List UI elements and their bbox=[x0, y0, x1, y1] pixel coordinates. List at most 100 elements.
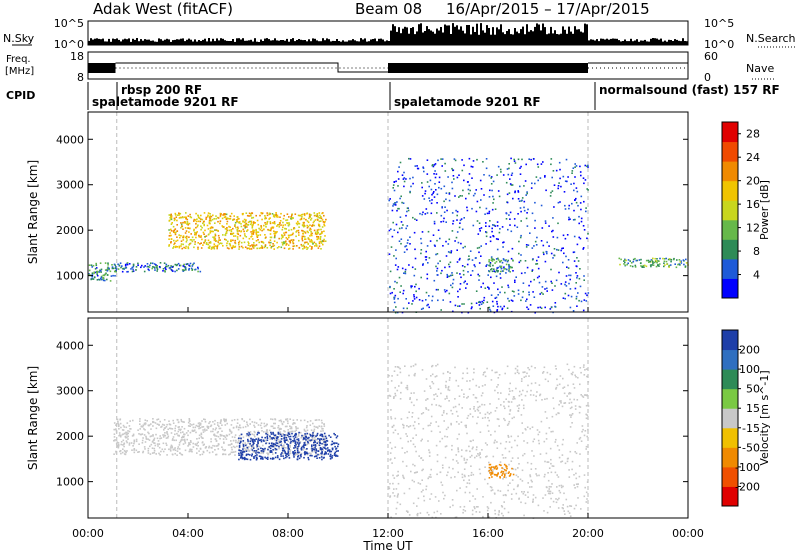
data-cell bbox=[480, 227, 483, 229]
data-cell bbox=[172, 453, 174, 456]
data-cell bbox=[306, 453, 309, 456]
data-cell bbox=[255, 450, 258, 452]
data-cell bbox=[412, 216, 414, 219]
data-cell bbox=[584, 179, 587, 181]
data-cell bbox=[196, 218, 198, 220]
data-cell bbox=[214, 419, 216, 422]
data-cell bbox=[219, 421, 222, 424]
data-cell bbox=[652, 257, 654, 260]
data-cell bbox=[575, 265, 578, 267]
nsky-bar bbox=[400, 33, 402, 45]
data-cell bbox=[560, 402, 562, 404]
data-cell bbox=[324, 447, 326, 449]
nsky-bar bbox=[470, 34, 472, 45]
nsky-bar bbox=[670, 40, 672, 45]
data-cell bbox=[162, 450, 165, 453]
data-cell bbox=[454, 366, 456, 369]
nsky-bar bbox=[544, 27, 546, 45]
nsky-bar bbox=[308, 39, 310, 45]
data-cell bbox=[517, 293, 520, 295]
data-cell bbox=[175, 216, 178, 218]
colorbar-tick-label: 4 bbox=[753, 269, 760, 282]
data-cell bbox=[680, 262, 683, 264]
data-cell bbox=[316, 230, 319, 233]
data-cell bbox=[174, 449, 177, 451]
data-cell bbox=[488, 461, 490, 464]
data-cell bbox=[447, 176, 449, 178]
data-cell bbox=[287, 452, 290, 454]
nsky-bar bbox=[538, 24, 540, 45]
nsky-bar bbox=[256, 41, 258, 45]
data-cell bbox=[321, 422, 323, 424]
data-cell bbox=[461, 303, 463, 305]
data-cell bbox=[193, 430, 196, 432]
data-cell bbox=[321, 458, 323, 461]
data-cell bbox=[560, 283, 563, 285]
data-cell bbox=[426, 245, 429, 247]
data-cell bbox=[289, 431, 291, 433]
data-cell bbox=[176, 236, 178, 238]
data-cell bbox=[561, 247, 563, 250]
data-cell bbox=[154, 422, 157, 424]
data-cell bbox=[131, 449, 133, 451]
data-cell bbox=[252, 229, 254, 231]
data-cell bbox=[294, 446, 297, 448]
data-cell bbox=[88, 269, 91, 272]
data-cell bbox=[294, 449, 296, 452]
data-cell bbox=[584, 394, 586, 396]
data-cell bbox=[182, 431, 184, 433]
data-cell bbox=[446, 273, 448, 276]
data-cell bbox=[158, 424, 160, 426]
data-cell bbox=[390, 380, 393, 382]
data-cell bbox=[199, 270, 202, 273]
y-tick-label: 4000 bbox=[56, 339, 84, 352]
data-cell bbox=[478, 386, 480, 388]
data-cell bbox=[507, 284, 509, 287]
data-cell bbox=[492, 466, 495, 468]
data-cell bbox=[429, 424, 431, 427]
data-cell bbox=[488, 264, 490, 267]
data-cell bbox=[308, 217, 310, 220]
data-cell bbox=[210, 248, 213, 250]
nsky-bar bbox=[284, 40, 286, 45]
data-cell bbox=[444, 435, 446, 438]
data-cell bbox=[170, 241, 172, 244]
data-cell bbox=[516, 365, 519, 368]
data-cell bbox=[477, 409, 480, 412]
data-cell bbox=[209, 219, 211, 221]
data-cell bbox=[575, 297, 578, 300]
data-cell bbox=[283, 436, 286, 438]
nsky-bar bbox=[448, 25, 450, 45]
data-cell bbox=[396, 281, 398, 284]
data-cell bbox=[553, 184, 556, 186]
data-cell bbox=[236, 422, 239, 424]
data-cell bbox=[189, 213, 191, 216]
data-cell bbox=[246, 226, 248, 228]
data-cell bbox=[286, 434, 289, 437]
data-cell bbox=[199, 243, 201, 245]
data-cell bbox=[118, 264, 121, 267]
data-cell bbox=[490, 472, 493, 474]
data-cell bbox=[170, 215, 172, 218]
data-cell bbox=[470, 274, 472, 276]
data-cell bbox=[305, 426, 308, 429]
data-cell bbox=[206, 426, 209, 429]
data-cell bbox=[453, 178, 455, 180]
data-cell bbox=[117, 442, 120, 444]
nsky-bar bbox=[504, 34, 506, 45]
data-cell bbox=[659, 257, 661, 260]
data-cell bbox=[243, 420, 246, 422]
data-cell bbox=[408, 514, 411, 516]
data-cell bbox=[221, 242, 223, 245]
data-cell bbox=[568, 218, 570, 221]
data-cell bbox=[436, 274, 439, 276]
data-cell bbox=[486, 482, 489, 485]
data-cell bbox=[562, 438, 564, 441]
data-cell bbox=[393, 189, 396, 192]
data-cell bbox=[651, 259, 654, 262]
data-cell bbox=[292, 419, 295, 421]
nsky-bar bbox=[650, 38, 652, 45]
data-cell bbox=[497, 165, 500, 168]
data-cell bbox=[524, 260, 527, 262]
data-cell bbox=[176, 224, 178, 226]
